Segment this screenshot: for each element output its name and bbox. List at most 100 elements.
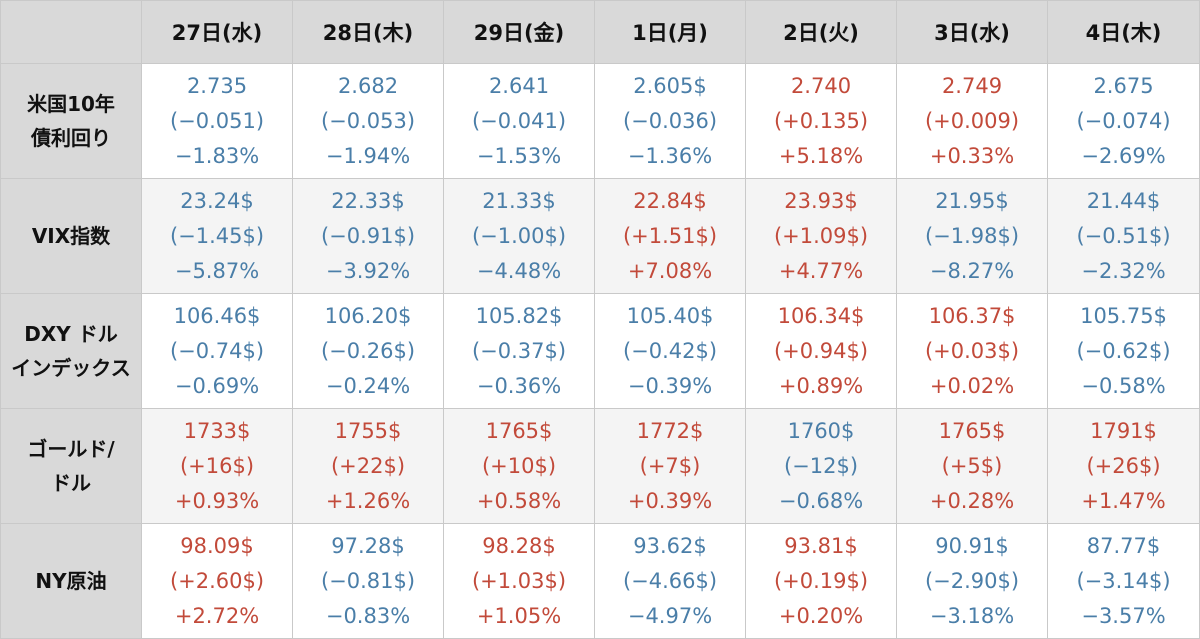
cell-value: 2.675: [1093, 73, 1154, 98]
cell-value: 1791$: [1090, 418, 1157, 443]
cell-pct: +7.08%: [627, 258, 713, 283]
data-cell: 90.91$ (−2.90$) −3.18%: [896, 523, 1048, 639]
header-row: 27日(水) 28日(木) 29日(金) 1日(月) 2日(火) 3日(水) 4…: [0, 0, 1200, 64]
cell-pct: −0.68%: [778, 488, 864, 513]
date-header: 28日(木): [292, 0, 444, 64]
cell-pct: +4.77%: [778, 258, 864, 283]
cell-pct: −8.27%: [929, 258, 1015, 283]
data-cell: 93.62$ (−4.66$) −4.97%: [594, 523, 746, 639]
cell-change: (−1.00$): [471, 223, 567, 248]
cell-value: 106.37$: [928, 303, 1016, 328]
date-header: 29日(金): [443, 0, 595, 64]
cell-change: (−0.036): [622, 108, 718, 133]
cell-change: (−0.74$): [169, 338, 265, 363]
cell-pct: +0.33%: [929, 143, 1015, 168]
cell-value: 87.77$: [1086, 533, 1161, 558]
data-cell: 23.24$ (−1.45$) −5.87%: [141, 178, 293, 294]
row-label-line: 債利回り: [31, 126, 111, 150]
row-label-line: ゴールド/: [27, 437, 115, 461]
data-cell: 106.34$ (+0.94$) +0.89%: [745, 293, 897, 409]
cell-value: 98.28$: [482, 533, 556, 558]
data-cell: 2.605$ (−0.036) −1.36%: [594, 63, 746, 179]
row-label: NY原油: [0, 523, 142, 639]
cell-value: 2.682: [337, 73, 399, 98]
cell-change: (+2.60$): [169, 568, 265, 593]
data-cell: 21.33$ (−1.00$) −4.48%: [443, 178, 595, 294]
data-cell: 1791$ (+26$) +1.47%: [1047, 408, 1200, 524]
cell-pct: −2.69%: [1081, 143, 1166, 168]
table-row: VIX指数 23.24$ (−1.45$) −5.87% 22.33$ (−0.91$) −…: [0, 178, 1200, 294]
cell-value: 22.84$: [633, 188, 707, 213]
row-label: DXY ドル インデックス: [0, 293, 142, 409]
row-label: 米国10年 債利回り: [0, 63, 142, 179]
cell-pct: −4.97%: [627, 603, 713, 628]
cell-value: 93.62$: [633, 533, 707, 558]
cell-pct: +0.93%: [174, 488, 260, 513]
cell-value: 1755$: [334, 418, 402, 443]
table-row: 米国10年 債利回り 2.735 (−0.051) −1.83% 2.682 (−0.053…: [0, 63, 1200, 179]
data-cell: 1772$ (+7$) +0.39%: [594, 408, 746, 524]
cell-value: 1733$: [183, 418, 251, 443]
cell-pct: −0.24%: [325, 373, 411, 398]
cell-change: (−1.98$): [924, 223, 1020, 248]
cell-pct: +0.02%: [929, 373, 1015, 398]
cell-change: (−0.91$): [320, 223, 416, 248]
cell-value: 93.81$: [784, 533, 858, 558]
data-cell: 106.46$ (−0.74$) −0.69%: [141, 293, 293, 409]
cell-pct: −1.36%: [627, 143, 713, 168]
cell-value: 2.735: [186, 73, 248, 98]
data-cell: 1765$ (+10$) +0.58%: [443, 408, 595, 524]
cell-value: 2.641: [488, 73, 550, 98]
cell-pct: −0.58%: [1081, 373, 1166, 398]
cell-pct: −0.39%: [627, 373, 713, 398]
cell-value: 106.34$: [777, 303, 865, 328]
cell-value: 105.82$: [475, 303, 563, 328]
cell-change: (+0.009): [924, 108, 1020, 133]
cell-pct: −5.87%: [174, 258, 260, 283]
corner-cell: [0, 0, 142, 64]
date-header: 1日(月): [594, 0, 746, 64]
cell-change: (−0.62$): [1076, 338, 1171, 363]
cell-value: 2.605$: [633, 73, 707, 98]
cell-value: 105.75$: [1080, 303, 1167, 328]
data-cell: 2.675 (−0.074) −2.69%: [1047, 63, 1200, 179]
cell-change: (+22$): [330, 453, 406, 478]
data-cell: 98.09$ (+2.60$) +2.72%: [141, 523, 293, 639]
data-cell: 105.82$ (−0.37$) −0.36%: [443, 293, 595, 409]
row-label-line: VIX指数: [31, 224, 111, 248]
data-cell: 2.740 (+0.135) +5.18%: [745, 63, 897, 179]
cell-value: 22.33$: [331, 188, 405, 213]
data-cell: 105.40$ (−0.42$) −0.39%: [594, 293, 746, 409]
cell-value: 106.46$: [173, 303, 261, 328]
data-cell: 97.28$ (−0.81$) −0.83%: [292, 523, 444, 639]
cell-change: (−0.053): [320, 108, 416, 133]
cell-pct: +1.26%: [325, 488, 411, 513]
date-header: 2日(火): [745, 0, 897, 64]
data-cell: 105.75$ (−0.62$) −0.58%: [1047, 293, 1200, 409]
cell-pct: −3.92%: [325, 258, 411, 283]
row-label-line: DXY ドル: [24, 322, 118, 346]
data-cell: 1733$ (+16$) +0.93%: [141, 408, 293, 524]
cell-value: 21.44$: [1086, 188, 1161, 213]
row-label-line: インデックス: [11, 356, 131, 380]
cell-change: (−0.51$): [1076, 223, 1171, 248]
cell-change: (+26$): [1086, 453, 1161, 478]
cell-pct: +5.18%: [778, 143, 864, 168]
cell-pct: −1.94%: [325, 143, 411, 168]
cell-pct: +1.47%: [1081, 488, 1166, 513]
cell-change: (−0.42$): [622, 338, 718, 363]
cell-value: 23.24$: [180, 188, 254, 213]
table-row: ゴールド/ドル 1733$ (+16$) +0.93% 1755$ (+22$) +1.26…: [0, 408, 1200, 524]
cell-change: (−0.051): [169, 108, 265, 133]
cell-pct: −4.48%: [476, 258, 562, 283]
cell-pct: −0.83%: [325, 603, 411, 628]
cell-change: (−0.81$): [320, 568, 416, 593]
data-cell: 22.84$ (+1.51$) +7.08%: [594, 178, 746, 294]
cell-change: (−0.074): [1076, 108, 1171, 133]
cell-pct: −1.53%: [476, 143, 562, 168]
table-row: DXY ドル インデックス 106.46$ (−0.74$) −0.69% 106.20$…: [0, 293, 1200, 409]
cell-pct: +2.72%: [174, 603, 260, 628]
data-cell: 93.81$ (+0.19$) +0.20%: [745, 523, 897, 639]
cell-change: (−0.26$): [320, 338, 416, 363]
cell-pct: −1.83%: [174, 143, 260, 168]
